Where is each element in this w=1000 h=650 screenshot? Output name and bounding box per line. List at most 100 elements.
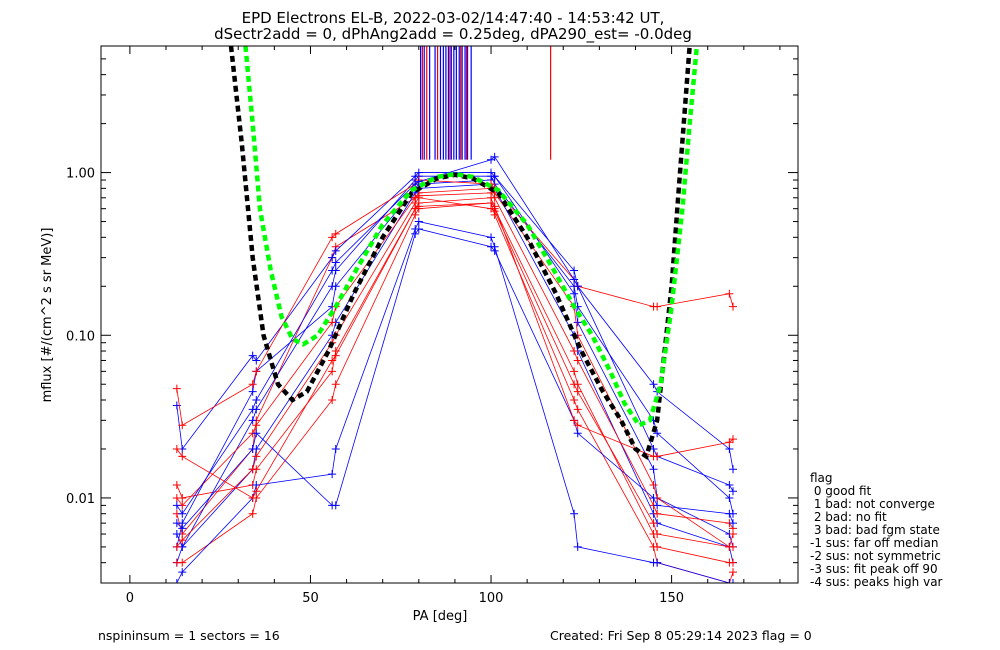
data-point-marker bbox=[490, 152, 499, 161]
data-point-marker bbox=[172, 384, 181, 393]
data-point-marker bbox=[248, 380, 257, 389]
data-point-marker bbox=[414, 177, 423, 186]
data-point-marker bbox=[728, 302, 737, 311]
data-point-marker bbox=[573, 356, 582, 365]
data-point-marker bbox=[725, 444, 734, 453]
data-point-marker bbox=[178, 568, 187, 577]
data-point-marker bbox=[328, 367, 337, 376]
data-point-marker bbox=[653, 558, 662, 567]
series-line bbox=[176, 202, 734, 583]
data-point-marker bbox=[414, 217, 423, 226]
data-point-marker bbox=[172, 444, 181, 453]
data-point-marker bbox=[178, 536, 187, 545]
clipped-data bbox=[172, 46, 737, 583]
data-point-marker bbox=[331, 246, 340, 255]
data-point-marker bbox=[570, 347, 579, 356]
data-point-marker bbox=[570, 416, 579, 425]
flag-legend: flag 0 good fit 1 bad: not converge 2 ba… bbox=[810, 471, 943, 589]
y-tick-label: 1.00 bbox=[66, 167, 95, 182]
y-tick-label: 0.10 bbox=[66, 329, 95, 344]
data-point-marker bbox=[649, 481, 658, 490]
data-point-marker bbox=[248, 509, 257, 518]
data-point-marker bbox=[573, 318, 582, 327]
legend-item: 0 good fit bbox=[810, 484, 872, 498]
data-point-marker bbox=[570, 367, 579, 376]
data-point-marker bbox=[328, 233, 337, 242]
data-point-marker bbox=[328, 395, 337, 404]
legend-item: -3 sus: fit peak off 90 bbox=[810, 562, 938, 576]
x-axis-label: PA [deg] bbox=[413, 609, 468, 624]
data-point-marker bbox=[248, 387, 257, 396]
data-point-marker bbox=[649, 493, 658, 502]
data-layer bbox=[172, 46, 737, 583]
data-point-marker bbox=[573, 429, 582, 438]
data-point-marker bbox=[653, 530, 662, 539]
data-point-marker bbox=[487, 168, 496, 177]
footer-left: nspininsum = 1 sectors = 16 bbox=[98, 628, 280, 643]
data-point-marker bbox=[570, 275, 579, 284]
data-point-marker bbox=[490, 202, 499, 211]
data-point-marker bbox=[172, 519, 181, 528]
series-line bbox=[176, 192, 734, 529]
data-point-marker bbox=[573, 421, 582, 430]
series-line bbox=[176, 187, 734, 548]
data-point-marker bbox=[728, 435, 737, 444]
series-line bbox=[176, 197, 733, 564]
data-point-marker bbox=[331, 351, 340, 360]
legend-item: -2 sus: not symmetric bbox=[810, 549, 941, 563]
data-point-marker bbox=[178, 524, 187, 533]
data-point-marker bbox=[328, 282, 337, 291]
data-point-marker bbox=[649, 519, 658, 528]
legend-item: -4 sus: peaks high var bbox=[810, 575, 943, 589]
series-line bbox=[176, 156, 734, 515]
data-point-marker bbox=[728, 579, 737, 583]
data-point-marker bbox=[172, 579, 181, 583]
data-point-marker bbox=[487, 199, 496, 208]
data-point-marker bbox=[725, 509, 734, 518]
plot-frame bbox=[100, 45, 799, 584]
data-point-marker bbox=[252, 452, 261, 461]
data-point-marker bbox=[570, 509, 579, 518]
fit-curve bbox=[228, 46, 692, 461]
data-point-marker bbox=[490, 172, 499, 181]
y-axis-label: mflux [#/(cm^2 s sr MeV)] bbox=[40, 228, 55, 403]
data-point-marker bbox=[172, 542, 181, 551]
data-point-marker bbox=[570, 395, 579, 404]
data-point-marker bbox=[728, 519, 737, 528]
data-point-marker bbox=[248, 493, 257, 502]
data-point-marker bbox=[653, 452, 662, 461]
legend-item: 3 bad: bad fgm state bbox=[810, 523, 940, 537]
data-point-marker bbox=[178, 421, 187, 430]
footer-right: Created: Fri Sep 8 05:29:14 2023 flag = … bbox=[550, 628, 812, 643]
data-point-marker bbox=[172, 493, 181, 502]
data-point-marker bbox=[252, 367, 261, 376]
series-line bbox=[176, 197, 733, 548]
data-point-marker bbox=[653, 509, 662, 518]
data-point-marker bbox=[728, 465, 737, 474]
data-point-marker bbox=[331, 380, 340, 389]
legend-item: 2 bad: no fit bbox=[810, 510, 887, 524]
data-point-marker bbox=[178, 452, 187, 461]
data-point-marker bbox=[172, 481, 181, 490]
data-point-marker bbox=[490, 246, 499, 255]
data-point-marker bbox=[331, 444, 340, 453]
data-point-marker bbox=[490, 193, 499, 202]
data-point-marker bbox=[725, 493, 734, 502]
series-line bbox=[176, 228, 734, 529]
data-point-marker bbox=[328, 266, 337, 275]
data-point-marker bbox=[725, 579, 734, 583]
data-point-marker bbox=[252, 487, 261, 496]
data-point-marker bbox=[248, 444, 257, 453]
data-point-marker bbox=[328, 253, 337, 262]
data-point-marker bbox=[178, 558, 187, 567]
data-point-marker bbox=[728, 542, 737, 551]
data-point-marker bbox=[728, 568, 737, 577]
data-point-marker bbox=[728, 558, 737, 567]
data-point-marker bbox=[252, 356, 261, 365]
data-point-marker bbox=[172, 501, 181, 510]
axis-layer: 0 50 100 150 0.01 0.10 1.00 bbox=[66, 45, 798, 606]
data-point-marker bbox=[573, 282, 582, 291]
data-point-marker bbox=[252, 421, 261, 430]
data-point-marker bbox=[653, 501, 662, 510]
